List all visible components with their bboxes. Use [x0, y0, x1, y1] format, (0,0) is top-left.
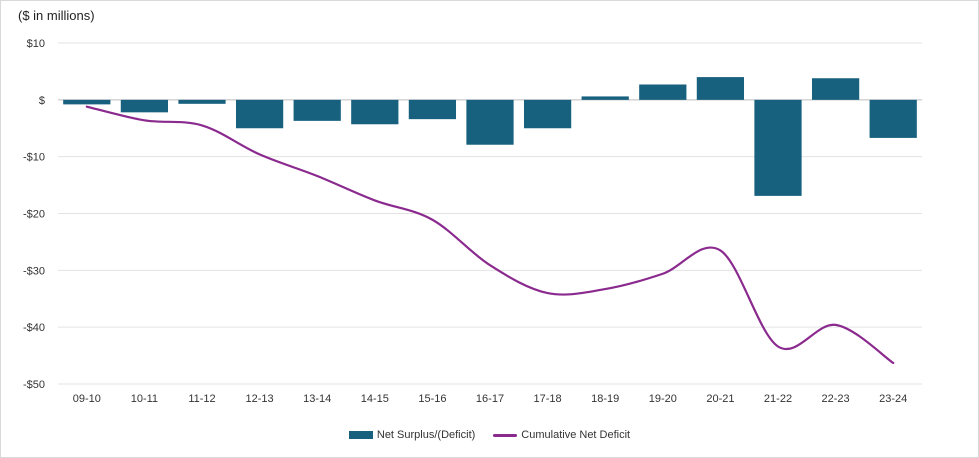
line-series — [85, 105, 895, 365]
y-tick-label: -$50 — [23, 379, 45, 391]
bar — [811, 78, 860, 100]
x-tick-label: 20-21 — [706, 393, 734, 405]
unit-label: ($ in millions) — [18, 8, 95, 23]
bar — [178, 99, 226, 104]
bar — [523, 99, 572, 129]
x-tick-label: 14-15 — [361, 393, 389, 405]
x-tick-label: 09-10 — [73, 393, 101, 405]
y-tick-label: $10 — [27, 38, 45, 50]
x-tick-label: 22-23 — [822, 393, 850, 405]
bar — [466, 99, 514, 145]
y-tick-label: $ — [39, 95, 45, 107]
x-axis-ticks: 09-10 10-11 11-12 12-13 13-14 14-15 15-16 16-17… — [73, 393, 908, 405]
bar — [639, 84, 687, 100]
y-tick-label: -$30 — [23, 265, 45, 277]
bar — [293, 99, 341, 121]
bar — [754, 99, 802, 196]
y-tick-label: -$10 — [23, 152, 45, 164]
y-axis-ticks: $10 $ -$10 -$20 -$30 -$40 -$50 — [23, 38, 45, 391]
bar — [869, 99, 917, 138]
legend-swatch-bar — [348, 431, 373, 439]
bar — [581, 96, 629, 100]
bar — [235, 99, 284, 129]
x-tick-label: 18-19 — [591, 393, 619, 405]
bar — [120, 99, 169, 113]
x-tick-label: 19-20 — [649, 393, 677, 405]
bar — [408, 99, 457, 120]
legend-label-bar: Net Surplus/(Deficit) — [376, 429, 476, 441]
legend-label-line: Cumulative Net Deficit — [521, 429, 631, 441]
bar — [696, 77, 745, 100]
x-tick-label: 12-13 — [246, 393, 274, 405]
y-tick-label: -$40 — [23, 322, 45, 334]
x-tick-label: 11-12 — [188, 393, 215, 405]
x-tick-label: 13-14 — [303, 393, 331, 405]
cumulative-line — [85, 105, 895, 365]
legend-item-line: Cumulative Net Deficit — [493, 429, 630, 441]
bar — [351, 99, 399, 125]
x-tick-label: 10-11 — [131, 393, 158, 405]
y-tick-label: -$20 — [23, 209, 45, 221]
legend-swatch-line — [493, 433, 518, 437]
x-tick-label: 17-18 — [534, 393, 562, 405]
legend-item-bar: Net Surplus/(Deficit) — [348, 429, 476, 441]
gridlines — [58, 42, 922, 385]
x-tick-label: 23-24 — [879, 393, 907, 405]
legend: Net Surplus/(Deficit) Cumulative Net Def… — [0, 429, 979, 441]
x-tick-label: 15-16 — [418, 393, 446, 405]
x-tick-label: 21-22 — [764, 393, 792, 405]
x-tick-label: 16-17 — [476, 393, 504, 405]
bar-series — [63, 77, 917, 196]
bar — [63, 99, 111, 105]
